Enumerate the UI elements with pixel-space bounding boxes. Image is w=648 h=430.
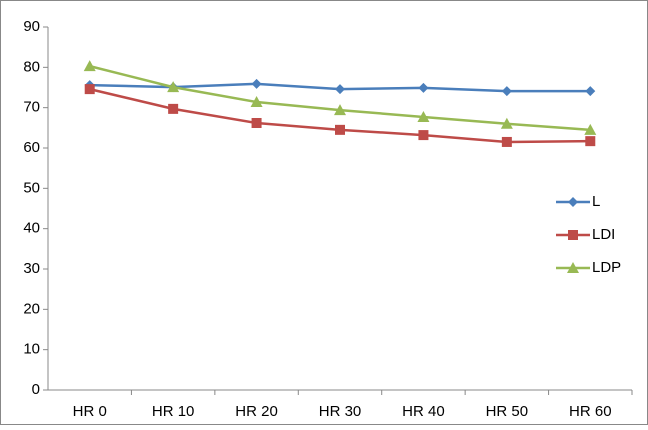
marker	[500, 117, 513, 129]
legend-label: LDI	[592, 226, 615, 243]
marker	[501, 86, 512, 97]
y-tick-label: 70	[23, 99, 40, 116]
x-tick-label: HR 60	[569, 403, 612, 420]
x-tick-label: HR 0	[73, 403, 107, 420]
y-tick-label: 50	[23, 179, 40, 196]
x-tick-label: HR 40	[402, 403, 445, 420]
marker	[335, 84, 345, 95]
marker	[568, 230, 578, 240]
marker	[417, 110, 430, 122]
marker	[167, 81, 180, 93]
marker	[84, 84, 95, 95]
x-tick-label: HR 50	[486, 403, 529, 420]
y-tick-label: 80	[23, 58, 40, 75]
marker	[168, 103, 179, 114]
marker	[335, 124, 345, 135]
y-tick-label: 60	[23, 139, 40, 156]
marker	[585, 136, 596, 147]
legend-label: LDP	[592, 259, 621, 276]
marker	[334, 104, 346, 116]
legend-label: L	[592, 193, 600, 210]
y-tick-label: 40	[23, 220, 40, 237]
marker	[567, 262, 579, 273]
marker	[251, 117, 262, 128]
y-tick-label: 90	[23, 18, 40, 35]
y-tick-label: 30	[23, 260, 40, 277]
marker	[251, 78, 262, 89]
marker	[501, 136, 512, 147]
y-tick-label: 0	[32, 381, 40, 398]
x-tick-label: HR 30	[319, 403, 362, 420]
marker	[83, 60, 96, 72]
marker	[584, 123, 597, 135]
marker	[568, 197, 578, 207]
marker	[250, 96, 263, 108]
marker	[418, 130, 429, 141]
marker	[418, 82, 429, 93]
marker	[585, 86, 596, 97]
x-tick-label: HR 10	[152, 403, 195, 420]
y-tick-label: 10	[23, 341, 40, 358]
y-tick-label: 20	[23, 300, 40, 317]
x-tick-label: HR 20	[235, 403, 278, 420]
